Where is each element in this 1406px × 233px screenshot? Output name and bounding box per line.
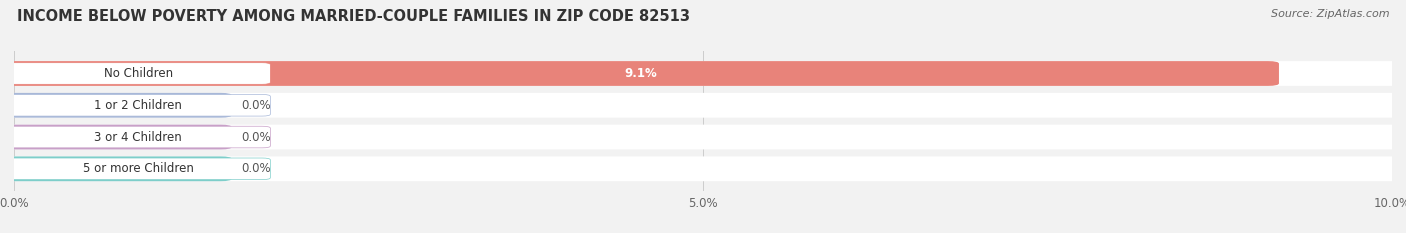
Text: 3 or 4 Children: 3 or 4 Children: [94, 130, 181, 144]
Text: 0.0%: 0.0%: [242, 162, 271, 175]
FancyBboxPatch shape: [3, 61, 1279, 86]
Text: Source: ZipAtlas.com: Source: ZipAtlas.com: [1271, 9, 1389, 19]
FancyBboxPatch shape: [3, 93, 1403, 118]
FancyBboxPatch shape: [6, 94, 270, 116]
Text: 9.1%: 9.1%: [624, 67, 658, 80]
FancyBboxPatch shape: [3, 156, 232, 181]
Text: 1 or 2 Children: 1 or 2 Children: [94, 99, 181, 112]
FancyBboxPatch shape: [6, 63, 270, 84]
Text: 0.0%: 0.0%: [242, 99, 271, 112]
FancyBboxPatch shape: [3, 61, 1403, 86]
FancyBboxPatch shape: [3, 93, 232, 118]
Text: INCOME BELOW POVERTY AMONG MARRIED-COUPLE FAMILIES IN ZIP CODE 82513: INCOME BELOW POVERTY AMONG MARRIED-COUPL…: [17, 9, 690, 24]
FancyBboxPatch shape: [3, 156, 1403, 181]
Text: No Children: No Children: [104, 67, 173, 80]
FancyBboxPatch shape: [6, 126, 270, 148]
FancyBboxPatch shape: [6, 158, 270, 180]
FancyBboxPatch shape: [3, 125, 1403, 149]
Text: 0.0%: 0.0%: [242, 130, 271, 144]
Text: 5 or more Children: 5 or more Children: [83, 162, 194, 175]
FancyBboxPatch shape: [3, 125, 232, 149]
